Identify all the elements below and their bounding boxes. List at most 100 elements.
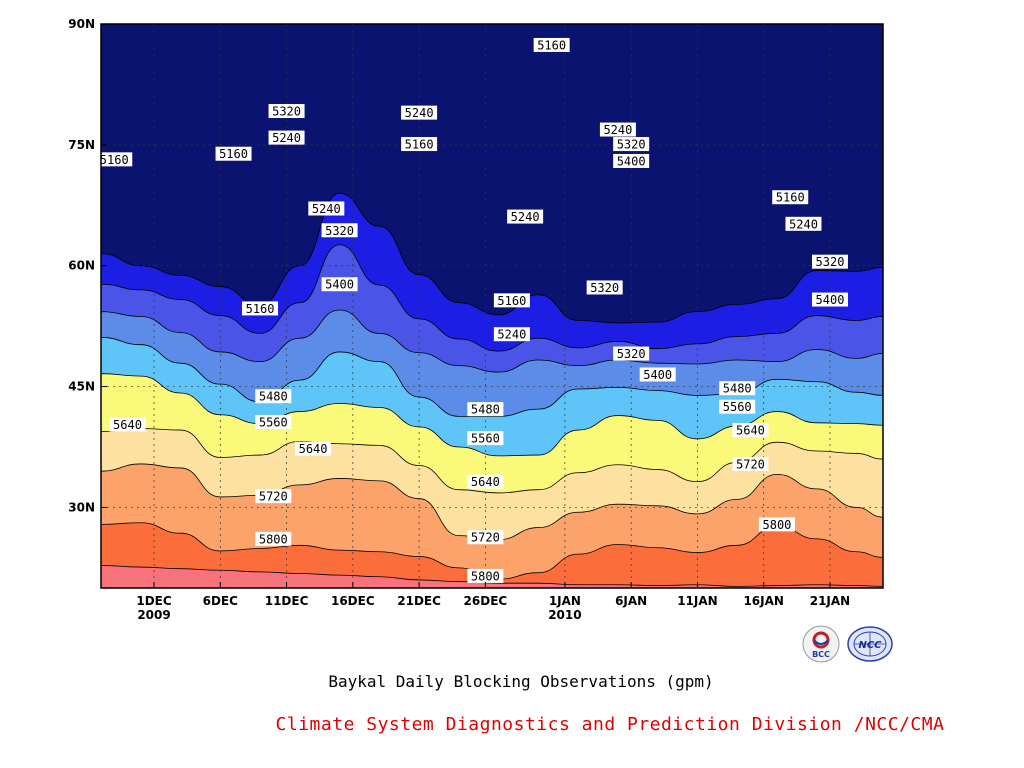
contour-label: 5400 <box>613 153 650 168</box>
contour-label-text: 5320 <box>272 105 301 119</box>
y-tick-label: 45N <box>68 380 95 394</box>
contour-labels: 5160 516053205240524053205400516052405160… <box>100 37 848 583</box>
contour-label: 5800 <box>255 531 292 546</box>
contour-label: 5640 <box>109 417 146 432</box>
contour-label-text: 5320 <box>617 347 646 361</box>
y-tick-label: 75N <box>68 138 95 152</box>
contour-label-text: 5640 <box>736 424 765 438</box>
contour-label-text: 5160 <box>100 153 129 167</box>
x-tick-label: 16JAN <box>743 594 784 608</box>
contour-label-text: 5320 <box>816 255 845 269</box>
contour-label-text: 5240 <box>511 210 540 224</box>
contour-label: 5720 <box>255 489 292 504</box>
contour-label-text: 5720 <box>259 490 288 504</box>
blocking-contour-chart: 5160 516053205240524053205400516052405160… <box>68 17 884 622</box>
contour-label-text: 5160 <box>497 294 526 308</box>
contour-label: 5160 <box>100 152 133 167</box>
contour-label: 5320 <box>613 346 650 361</box>
contour-bands <box>101 24 883 588</box>
contour-label-text: 5240 <box>312 202 341 216</box>
contour-label-text: 5800 <box>763 518 792 532</box>
contour-label-text: 5720 <box>471 531 500 545</box>
bcc-logo-text: BCC <box>812 650 830 659</box>
contour-label-text: 5400 <box>325 278 354 292</box>
contour-label: 5160 <box>215 146 252 161</box>
contour-label: 5160 <box>401 137 438 152</box>
contour-label: 5240 <box>401 105 438 120</box>
contour-label: 5400 <box>639 367 676 382</box>
x-tick-label: 11JAN <box>677 594 718 608</box>
x-tick-year: 2009 <box>137 608 170 622</box>
contour-label-text: 5560 <box>723 400 752 414</box>
contour-label: 5320 <box>268 104 305 119</box>
contour-label-text: 5720 <box>736 457 765 471</box>
contour-label-text: 5240 <box>405 106 434 120</box>
contour-label-text: 5400 <box>643 368 672 382</box>
contour-label: 5560 <box>255 415 292 430</box>
contour-label: 5400 <box>321 277 358 292</box>
contour-label: 5800 <box>467 568 504 583</box>
band-5800 <box>101 565 883 588</box>
y-tick-label: 60N <box>68 259 95 273</box>
contour-label: 5480 <box>255 389 292 404</box>
contour-label: 5240 <box>268 130 305 145</box>
contour-label: 5240 <box>599 122 636 137</box>
contour-label-text: 5800 <box>471 569 500 583</box>
contour-label: 5480 <box>467 402 504 417</box>
x-tick-label: 6JAN <box>615 594 647 608</box>
contour-label-text: 5240 <box>497 328 526 342</box>
contour-label: 5560 <box>719 399 756 414</box>
contour-label-text: 5240 <box>789 217 818 231</box>
contour-label: 5160 <box>493 293 530 308</box>
plot-frame <box>100 23 884 589</box>
contour-label-text: 5480 <box>471 403 500 417</box>
contour-label: 5240 <box>507 209 544 224</box>
contour-label: 5320 <box>811 254 848 269</box>
contour-label: 5240 <box>785 216 822 231</box>
bcc-logo: BCC <box>801 624 841 664</box>
ncc-logo-text: NCC <box>858 640 882 651</box>
x-tick-label: 1JAN <box>549 594 581 608</box>
contour-label-text: 5160 <box>776 191 805 205</box>
contour-label: 5480 <box>719 381 756 396</box>
contour-label-text: 5240 <box>272 131 301 145</box>
contour-label-text: 5560 <box>471 432 500 446</box>
contour-label: 5320 <box>321 223 358 238</box>
contour-label-text: 5320 <box>617 138 646 152</box>
contour-label-text: 5400 <box>816 293 845 307</box>
contour-label: 5640 <box>295 441 332 456</box>
x-tick-year: 2010 <box>548 608 581 622</box>
x-tick-label: 16DEC <box>331 594 375 608</box>
contour-label: 5640 <box>732 423 769 438</box>
contour-label-text: 5160 <box>219 147 248 161</box>
x-tick-label: 6DEC <box>203 594 239 608</box>
contour-label-text: 5800 <box>259 532 288 546</box>
contour-label-text: 5160 <box>537 38 566 52</box>
contour-label-text: 5640 <box>113 418 142 432</box>
contour-label: 5560 <box>467 431 504 446</box>
contour-label: 5320 <box>613 137 650 152</box>
y-axis: 30N 45N 60N 75N 90N <box>68 17 107 514</box>
contour-label: 5240 <box>493 327 530 342</box>
contour-label: 5400 <box>811 292 848 307</box>
contour-label-text: 5400 <box>617 154 646 168</box>
contour-label: 5160 <box>533 37 570 52</box>
contour-label-text: 5640 <box>299 442 328 456</box>
contour-label-text: 5320 <box>590 281 619 295</box>
contour-label-text: 5160 <box>246 302 275 316</box>
x-tick-label: 26DEC <box>464 594 508 608</box>
contour-label: 5160 <box>772 190 809 205</box>
contour-label-text: 5480 <box>723 382 752 396</box>
contour-label-text: 5160 <box>405 138 434 152</box>
chart-title: Baykal Daily Blocking Observations (gpm) <box>328 672 714 691</box>
contour-label-text: 5240 <box>603 123 632 137</box>
x-tick-label: 21JAN <box>810 594 851 608</box>
ncc-logo: NCC <box>846 624 894 664</box>
y-tick-label: 90N <box>68 17 95 31</box>
contour-label: 5800 <box>758 517 795 532</box>
contour-label-text: 5640 <box>471 475 500 489</box>
contour-label: 5720 <box>467 530 504 545</box>
contour-label: 5240 <box>308 201 345 216</box>
contour-label-text: 5480 <box>259 390 288 404</box>
